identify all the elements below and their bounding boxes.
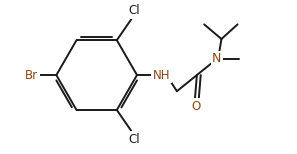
Text: Br: Br [25, 69, 38, 82]
Text: NH: NH [153, 69, 170, 82]
Text: N: N [212, 53, 222, 65]
Text: O: O [191, 100, 200, 113]
Text: Cl: Cl [128, 4, 140, 17]
Text: Cl: Cl [128, 133, 140, 146]
